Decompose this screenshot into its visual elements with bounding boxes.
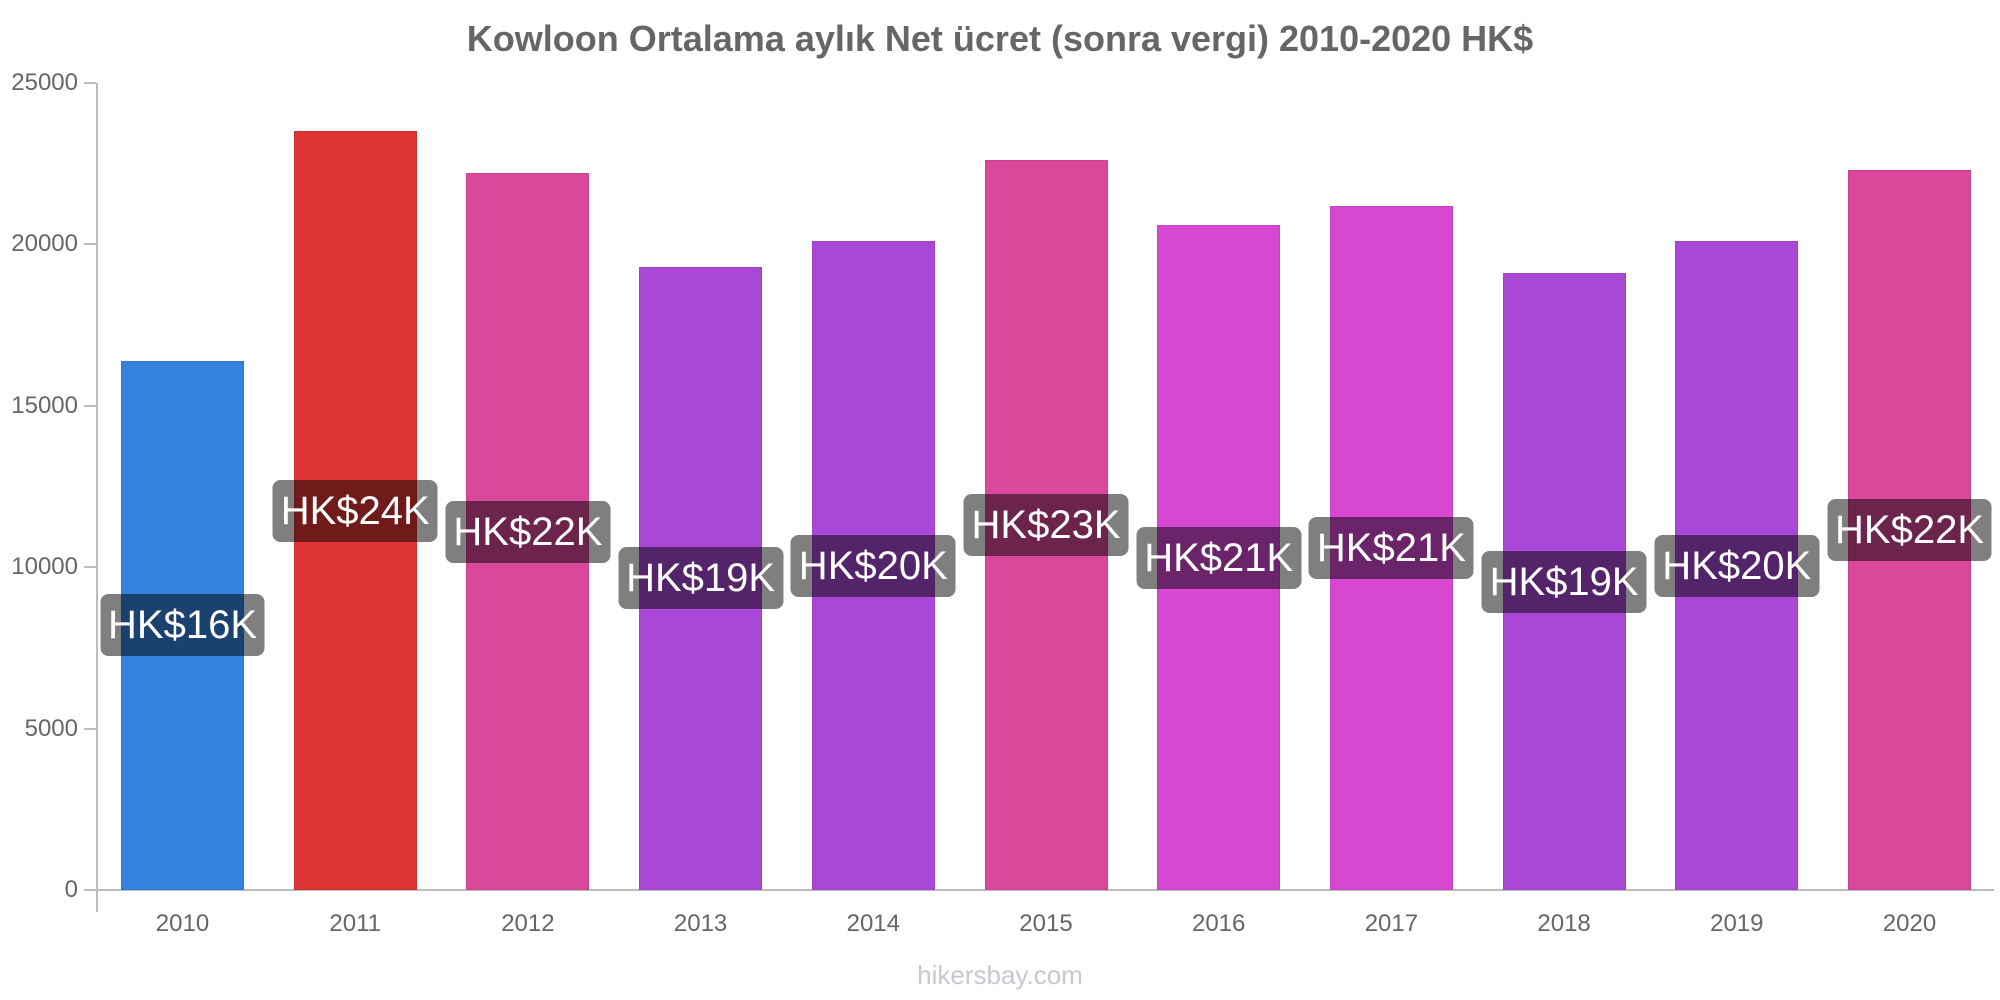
y-tick-label: 5000 bbox=[24, 714, 78, 742]
x-tick-label: 2012 bbox=[501, 910, 555, 937]
y-tick-mark bbox=[84, 566, 96, 569]
y-tick-mark bbox=[84, 243, 96, 246]
value-label: HK$20K bbox=[790, 534, 956, 597]
value-label: HK$22K bbox=[445, 500, 611, 563]
x-axis-line bbox=[84, 889, 1994, 891]
y-tick-mark bbox=[84, 404, 96, 407]
y-tick-label: 15000 bbox=[11, 391, 78, 419]
value-label: HK$22K bbox=[1827, 499, 1992, 562]
value-label: HK$19K bbox=[1481, 550, 1647, 613]
y-tick-mark bbox=[84, 889, 96, 891]
value-label: HK$19K bbox=[618, 547, 784, 610]
value-label: HK$20K bbox=[1654, 534, 1820, 597]
x-tick-label: 2019 bbox=[1710, 910, 1764, 937]
x-tick-label: 2010 bbox=[155, 910, 210, 937]
x-tick-label: 2015 bbox=[1019, 910, 1073, 937]
y-tick-mark bbox=[84, 727, 96, 730]
x-tick-label: 2013 bbox=[673, 910, 728, 937]
y-tick-label: 0 bbox=[64, 876, 78, 903]
y-tick-label: 10000 bbox=[11, 553, 78, 581]
x-tick-label: 2018 bbox=[1537, 910, 1591, 937]
x-tick-label: 2014 bbox=[846, 910, 900, 937]
y-axis-line bbox=[96, 83, 98, 912]
value-label: HK$21K bbox=[1308, 516, 1474, 579]
x-tick-label: 2017 bbox=[1364, 910, 1419, 937]
y-tick-label: 20000 bbox=[11, 230, 78, 258]
x-tick-label: 2011 bbox=[329, 910, 381, 937]
value-label: HK$16K bbox=[100, 594, 265, 657]
chart-title: Kowloon Ortalama aylık Net ücret (sonra … bbox=[466, 18, 1534, 59]
value-label: HK$24K bbox=[272, 479, 438, 542]
value-label: HK$21K bbox=[1136, 526, 1302, 589]
x-tick-label: 2016 bbox=[1191, 910, 1246, 937]
y-tick-mark bbox=[84, 82, 96, 84]
value-label: HK$23K bbox=[963, 494, 1129, 557]
x-tick-label: 2020 bbox=[1882, 910, 1937, 937]
watermark: hikersbay.com bbox=[917, 960, 1083, 990]
y-tick-label: 25000 bbox=[11, 69, 78, 96]
